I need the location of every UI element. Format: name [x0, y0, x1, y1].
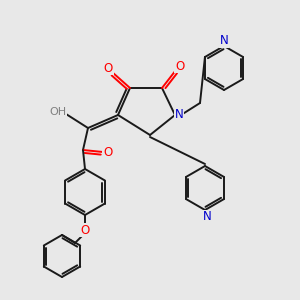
Text: N: N: [202, 211, 211, 224]
Text: O: O: [176, 59, 184, 73]
Text: O: O: [80, 224, 90, 236]
Text: OH: OH: [50, 107, 67, 117]
Text: N: N: [175, 109, 183, 122]
Text: N: N: [220, 34, 228, 47]
Text: O: O: [103, 146, 112, 158]
Text: O: O: [103, 61, 112, 74]
